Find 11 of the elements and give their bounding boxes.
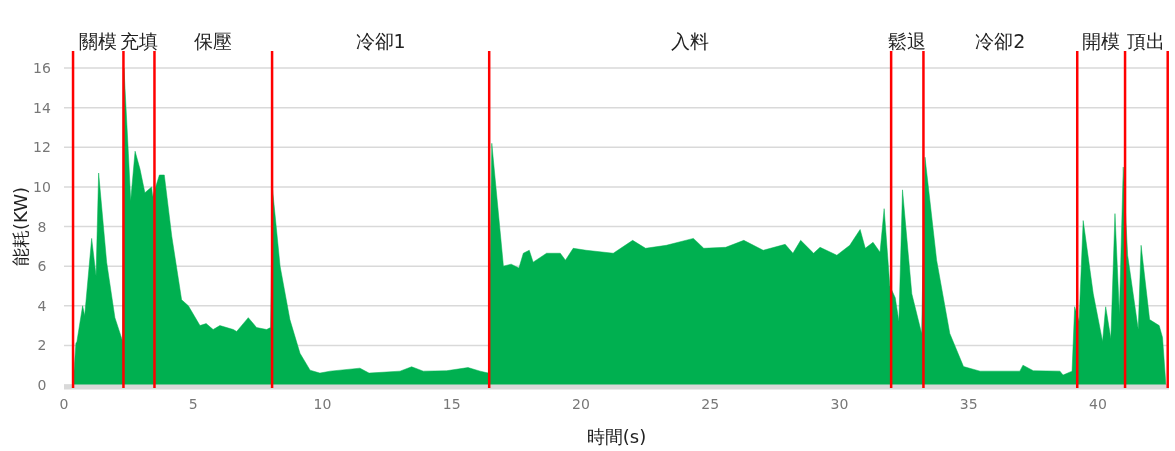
annotation: 頂出 [1127,30,1166,52]
xlabel: 時間(s) [586,426,647,447]
annotation: 關模 [79,30,118,52]
annotation: 冷卻2 [975,30,1026,52]
ylabel: 能耗(KW) [10,187,31,266]
annotation: 鬆退 [888,30,927,52]
annotation: 冷卻1 [355,30,406,52]
annotation: 開模 [1082,30,1121,52]
annotation: 保壓 [194,30,233,52]
annotation: 充填 [119,30,158,52]
annotation: 入料 [671,30,710,52]
